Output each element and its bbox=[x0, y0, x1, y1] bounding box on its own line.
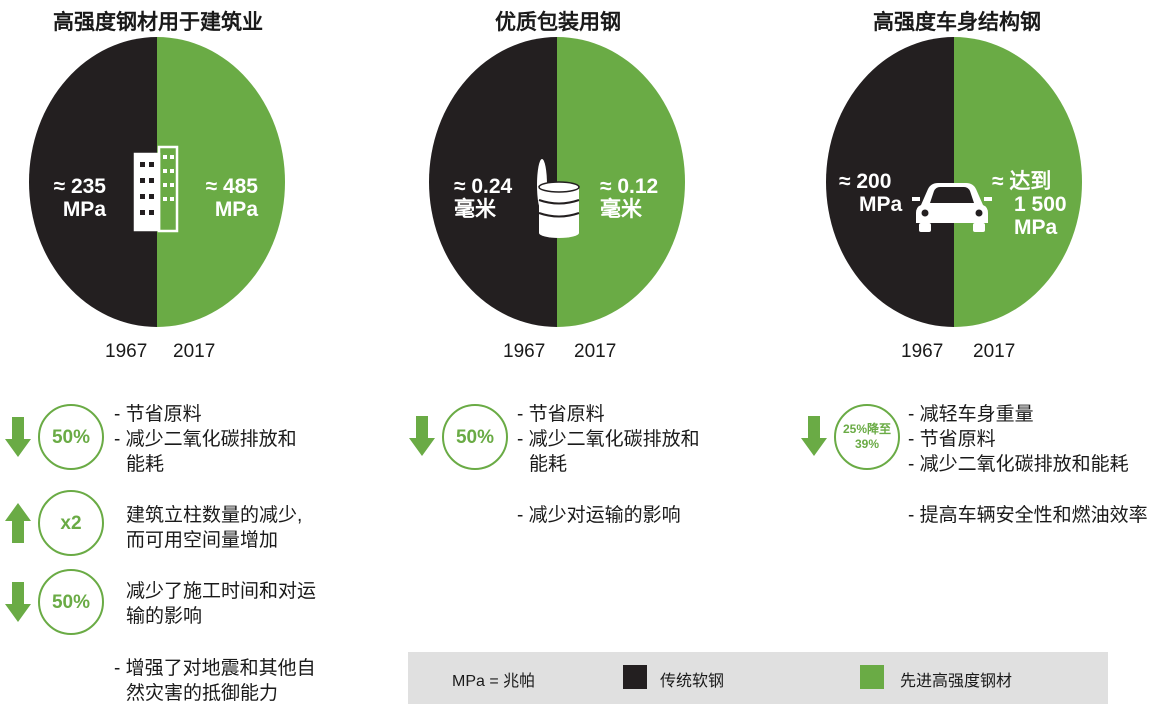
year-label-2017: 2017 bbox=[574, 341, 617, 362]
arrow-down-icon bbox=[5, 417, 31, 457]
value-2017-packaging: ≈ 0.12 毫米 bbox=[600, 175, 659, 221]
pie-slice-1967 bbox=[429, 37, 557, 327]
value-2017-automotive: ≈ 达到 1 500 MPa bbox=[992, 170, 1067, 239]
pie-slice-2017 bbox=[954, 37, 1082, 327]
car-icon bbox=[912, 183, 992, 232]
chart-title-construction: 高强度钢材用于建筑业 bbox=[53, 11, 263, 34]
pie-slice-2017 bbox=[557, 37, 685, 327]
value-1967-construction: ≈ 235 MPa bbox=[53, 175, 106, 221]
pie-chart-construction bbox=[29, 37, 285, 327]
pie-chart-packaging bbox=[429, 37, 685, 327]
benefit-list-construction-3: 减少了施工时间和对运 输的影响 bbox=[126, 581, 317, 627]
benefit-list-construction-2: 建筑立柱数量的减少, 而可用空间量增加 bbox=[126, 505, 303, 551]
pie-slice-1967 bbox=[29, 37, 157, 327]
chart-title-packaging: 优质包装用钢 bbox=[495, 11, 621, 34]
arrow-down-icon bbox=[801, 416, 827, 456]
badge-weight-reduction: 25%降至 39% bbox=[834, 404, 900, 470]
badge-reduction-50: 50% bbox=[38, 404, 104, 470]
year-label-2017: 2017 bbox=[973, 341, 1016, 362]
legend-swatch-traditional bbox=[623, 665, 647, 689]
legend-swatch-advanced bbox=[860, 665, 884, 689]
value-1967-automotive: ≈ 200 MPa bbox=[839, 170, 903, 216]
can-icon bbox=[537, 159, 580, 238]
year-label-2017: 2017 bbox=[173, 341, 216, 362]
arrow-down-icon bbox=[5, 582, 31, 622]
pie-slice-2017 bbox=[157, 37, 285, 327]
year-label-1967: 1967 bbox=[901, 341, 944, 362]
year-label-1967: 1967 bbox=[105, 341, 148, 362]
year-label-1967: 1967 bbox=[503, 341, 546, 362]
legend: MPa = 兆帕 传统软钢 先进高强度钢材 bbox=[408, 652, 1108, 704]
benefit-list-construction-1: - 节省原料 - 减少二氧化碳排放和 能耗 bbox=[114, 404, 297, 475]
badge-reduction-50: 50% bbox=[442, 404, 508, 470]
building-icon bbox=[133, 145, 179, 233]
badge-multiplier-x2: x2 bbox=[38, 490, 104, 556]
benefit-list-packaging: - 节省原料 - 减少二氧化碳排放和 能耗 - 减少对运输的影响 bbox=[517, 404, 700, 526]
value-2017-construction: ≈ 485 MPa bbox=[205, 175, 258, 221]
value-1967-packaging: ≈ 0.24 毫米 bbox=[454, 175, 513, 221]
legend-label-traditional: 传统软钢 bbox=[660, 673, 725, 690]
legend-label-advanced: 先进高强度钢材 bbox=[900, 673, 1013, 690]
legend-unit-note: MPa = 兆帕 bbox=[452, 673, 536, 690]
arrow-up-icon bbox=[5, 503, 31, 543]
badge-reduction-50: 50% bbox=[38, 569, 104, 635]
benefit-list-construction-4: - 增强了对地震和其他自 然灾害的抵御能力 bbox=[114, 658, 316, 704]
pie-chart-automotive bbox=[826, 37, 1082, 327]
arrow-down-icon bbox=[409, 416, 435, 456]
chart-title-automotive: 高强度车身结构钢 bbox=[873, 11, 1041, 34]
benefit-list-automotive: - 减轻车身重量 - 节省原料 - 减少二氧化碳排放和能耗 - 提高车辆安全性和… bbox=[908, 404, 1148, 526]
pie-slice-1967 bbox=[826, 37, 954, 327]
